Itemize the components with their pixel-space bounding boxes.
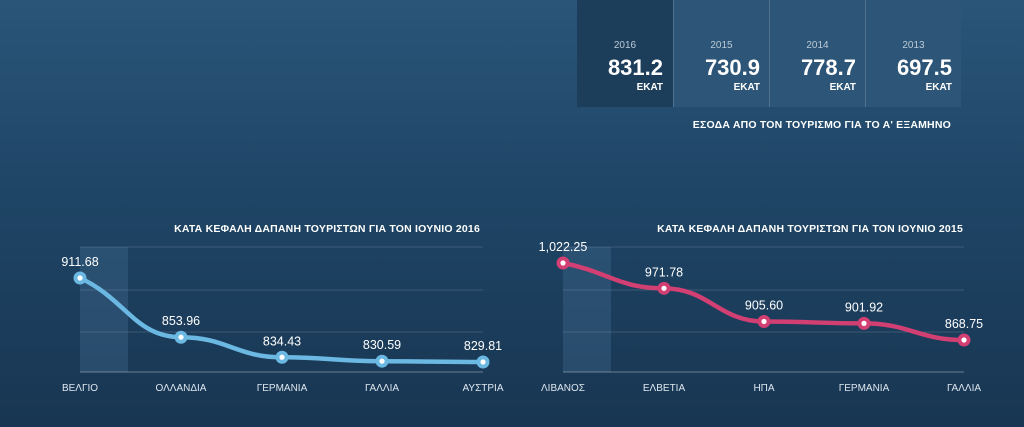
data-label: 829.81	[464, 339, 502, 353]
data-point-center	[961, 337, 967, 343]
x-tick-label: ΒΕΛΓΙΟ	[62, 383, 98, 394]
data-label: 868.75	[945, 317, 983, 331]
data-label: 905.60	[745, 299, 783, 313]
stat-year: 2014	[806, 40, 829, 51]
data-point-center	[480, 359, 486, 365]
data-label: 853.96	[162, 314, 200, 328]
series-line	[77, 275, 486, 365]
x-tick-label: ΓΑΛΛΙΑ	[947, 383, 981, 394]
stat-unit: ΕΚΑΤ	[733, 82, 760, 93]
stats-caption: ΕΣΟΔΑ ΑΠΟ ΤΟΝ ΤΟΥΡΙΣΜΟ ΓΙΑ ΤΟ Α' ΕΞΑΜΗΝΟ	[692, 119, 951, 131]
stat-card-2013[interactable]: 2013 697.5 ΕΚΑΤ	[865, 0, 961, 107]
stat-card-2016[interactable]: 2016 831.2 ΕΚΑΤ	[577, 0, 673, 107]
stat-value: 831.2	[607, 55, 663, 80]
stat-card-2015[interactable]: 2015 730.9 ΕΚΑΤ	[673, 0, 769, 107]
data-point-center	[379, 358, 385, 364]
data-point-center	[761, 318, 767, 325]
chart-title-2015: ΚΑΤΑ ΚΕΦΑΛΗ ΔΑΠΑΝΗ ΤΟΥΡΙΣΤΩΝ ΓΙΑ ΤΟΝ ΙΟΥ…	[657, 223, 963, 235]
data-point-center	[279, 354, 285, 360]
stat-value: 730.9	[704, 55, 760, 80]
x-tick-label: ΑΥΣΤΡΙΑ	[462, 383, 503, 394]
data-point-center	[560, 260, 566, 266]
stat-year: 2013	[902, 40, 925, 51]
stat-unit: ΕΚΑΤ	[636, 82, 663, 93]
data-point-center	[861, 320, 867, 326]
data-label: 1,022.25	[539, 240, 588, 254]
stat-unit: ΕΚΑΤ	[829, 82, 856, 93]
x-tick-label: ΓΑΛΛΙΑ	[365, 383, 399, 394]
stat-value: 778.7	[800, 55, 856, 80]
x-tick-label: ΕΛΒΕΤΙΑ	[643, 383, 686, 394]
stat-year: 2016	[613, 40, 637, 51]
stat-value: 697.5	[896, 55, 952, 80]
data-label: 834.43	[263, 334, 301, 348]
stat-year: 2015	[710, 40, 733, 51]
highlight-band	[80, 247, 128, 372]
x-tick-label: ΓΕΡΜΑΝΙΑ	[257, 383, 308, 394]
data-point-center	[77, 275, 83, 281]
x-tick-label: ΓΕΡΜΑΝΙΑ	[839, 383, 890, 394]
stat-card-2014[interactable]: 2014 778.7 ΕΚΑΤ	[769, 0, 865, 107]
data-point-center	[178, 334, 184, 340]
x-tick-label: ΟΛΛΑΝΔΙΑ	[156, 383, 207, 394]
revenue-stats: 2016 831.2 ΕΚΑΤ 2015 730.9 ΕΚΑΤ 2014 778…	[577, 0, 961, 107]
data-label: 971.78	[645, 265, 683, 279]
x-tick-label: ΛΙΒΑΝΟΣ	[541, 383, 585, 394]
stat-unit: ΕΚΑΤ	[925, 82, 952, 93]
data-label: 911.68	[61, 255, 98, 269]
data-label: 901.92	[845, 300, 883, 314]
x-tick-label: ΗΠΑ	[753, 383, 774, 394]
data-label: 830.59	[363, 338, 401, 352]
data-point-center	[661, 285, 667, 291]
chart-title-2016: ΚΑΤΑ ΚΕΦΑΛΗ ΔΑΠΑΝΗ ΤΟΥΡΙΣΤΩΝ ΓΙΑ ΤΟΝ ΙΟΥ…	[174, 223, 480, 235]
